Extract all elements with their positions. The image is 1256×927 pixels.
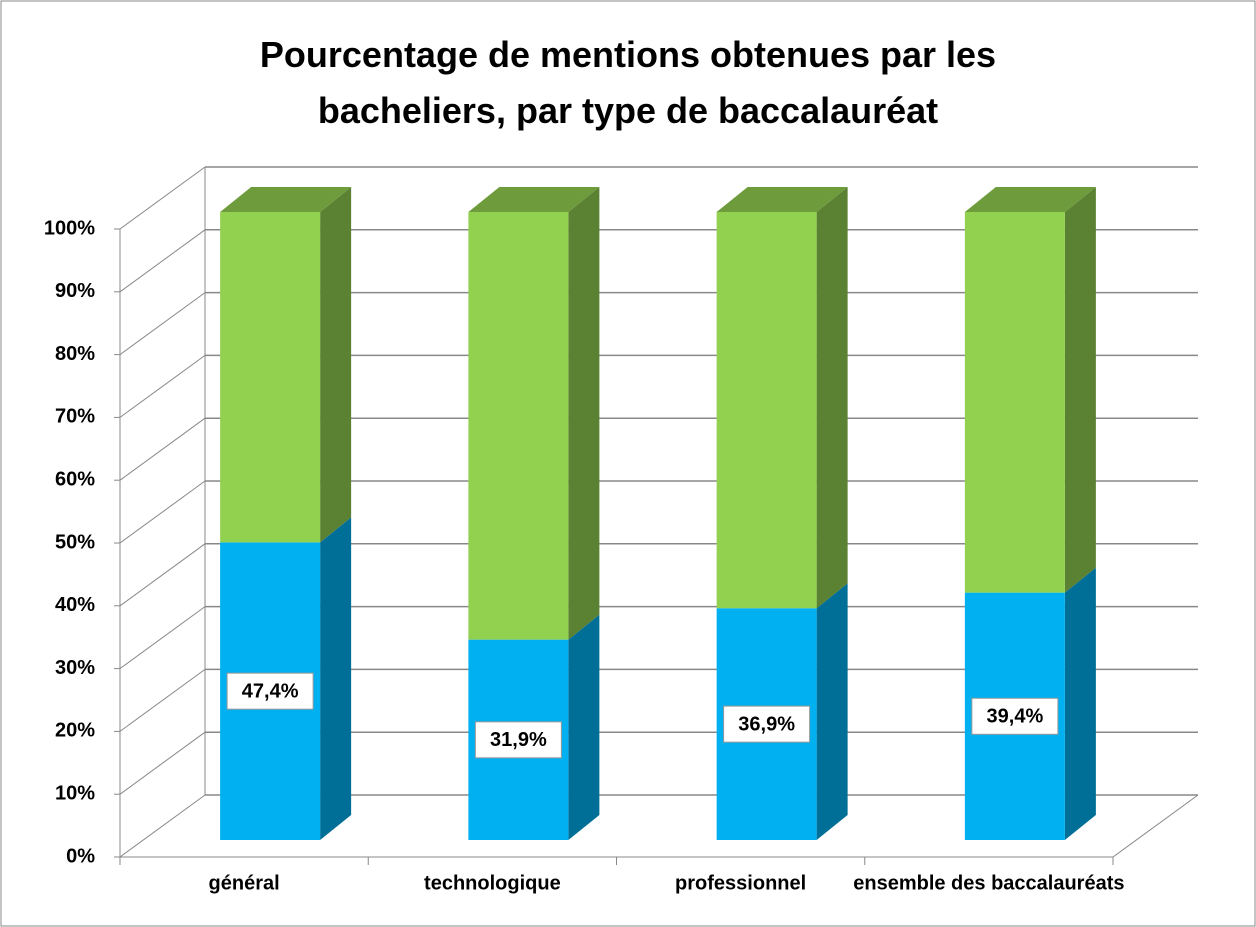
bar-side	[320, 517, 352, 840]
grid-line	[119, 731, 206, 795]
bar-side	[816, 583, 848, 840]
bar-front	[220, 212, 321, 543]
bar-front	[716, 212, 817, 609]
grid-line	[119, 292, 206, 356]
y-tick-label: 90%	[55, 280, 95, 302]
y-tick-label: 40%	[55, 594, 95, 616]
bar-segment	[716, 187, 848, 609]
data-label: 39,4%	[987, 706, 1044, 728]
grid-line	[119, 417, 206, 481]
data-label-box	[226, 672, 314, 710]
x-tick-label: ensemble des baccalauréats	[853, 872, 1124, 894]
bar-top	[716, 187, 848, 212]
x-tick-label: professionnel	[675, 872, 806, 894]
data-label: 31,9%	[490, 729, 547, 751]
grid-line	[119, 480, 206, 544]
y-tick-label: 20%	[55, 720, 95, 742]
bar-side	[320, 187, 352, 543]
bar-top	[468, 187, 600, 212]
data-label-box	[474, 721, 562, 759]
data-label: 36,9%	[738, 713, 795, 735]
bar-segment	[468, 187, 600, 640]
bar-side	[1064, 567, 1096, 840]
chart-title: Pourcentage de mentions obtenues par les…	[260, 34, 996, 131]
grid-line	[119, 606, 206, 670]
bar-top	[220, 187, 352, 212]
y-tick-label: 0%	[66, 845, 95, 867]
data-label-box	[971, 697, 1059, 735]
grid-line	[119, 229, 206, 293]
grid-line	[119, 543, 206, 607]
bar-top	[964, 187, 1096, 212]
y-tick-label: 30%	[55, 657, 95, 679]
grid-line	[119, 166, 206, 230]
y-tick-label: 60%	[55, 468, 95, 490]
data-label-box	[723, 705, 811, 743]
bar-segment	[964, 187, 1096, 593]
bar-segment	[220, 187, 352, 543]
y-tick-label: 10%	[55, 782, 95, 804]
x-tick-label: général	[209, 872, 280, 894]
bar-side	[568, 614, 600, 840]
bar-side	[816, 187, 848, 609]
x-tick-label: technologique	[424, 872, 561, 894]
grid-line	[119, 794, 206, 858]
grid-line	[119, 668, 206, 732]
data-label: 47,4%	[242, 680, 299, 702]
bar-front	[468, 212, 569, 640]
y-tick-label: 50%	[55, 531, 95, 553]
y-tick-label: 80%	[55, 343, 95, 365]
y-tick-label: 100%	[44, 217, 95, 239]
grid-line	[119, 354, 206, 418]
y-tick-label: 70%	[55, 406, 95, 428]
bar-front	[964, 212, 1065, 593]
bar-side	[568, 187, 600, 640]
bar-side	[1064, 187, 1096, 593]
